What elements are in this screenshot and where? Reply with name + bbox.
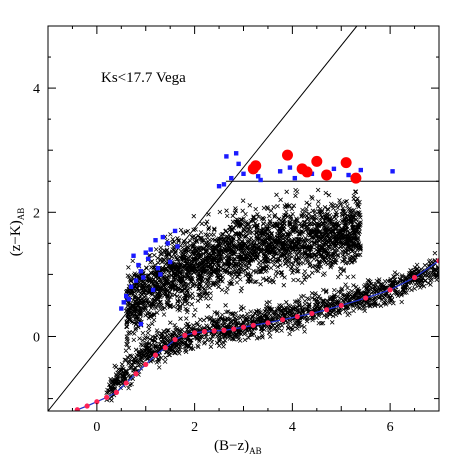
- outside-selection-point: [172, 228, 178, 234]
- model-track-point: [182, 332, 188, 338]
- field-layer: [104, 187, 439, 403]
- field-object-cloud: [104, 187, 439, 403]
- model-track-point: [133, 371, 139, 377]
- outside-selection-point: [216, 184, 222, 189]
- outside-selection-point: [136, 262, 141, 268]
- annotation-label: Ks<17.7 Vega: [101, 70, 186, 86]
- model-track-point: [201, 328, 207, 335]
- outside-selection-point: [160, 234, 166, 240]
- outside-selection-point: [255, 174, 261, 179]
- outside-selection-point: [221, 182, 227, 187]
- outside-selection-point: [141, 275, 146, 280]
- outside-selection-point: [133, 278, 139, 283]
- outside-selection-point: [150, 287, 156, 293]
- model-track-point: [294, 314, 300, 320]
- outside-selection-point: [236, 161, 241, 167]
- y-tick-label: 2: [33, 206, 40, 221]
- model-track: [74, 258, 439, 411]
- model-track-point: [323, 307, 330, 313]
- y-tick-label: 0: [33, 330, 40, 345]
- x-axis-label-main: (B−z): [214, 438, 249, 454]
- model-track-point: [113, 389, 120, 395]
- outside-selection-point: [292, 175, 298, 181]
- outside-selection-point: [390, 169, 395, 174]
- selected-point: [350, 172, 362, 184]
- outside-selection-point: [124, 293, 129, 299]
- outside-selection-point: [233, 151, 239, 156]
- model-track-point: [387, 287, 393, 293]
- outside-selection-point: [138, 321, 144, 327]
- x-tick-label: 4: [289, 420, 296, 435]
- model-track-point: [363, 295, 369, 301]
- outside-selection-point: [229, 175, 234, 181]
- outside-selection-point: [158, 272, 163, 277]
- selected-points: [247, 149, 362, 184]
- model-track-point: [162, 345, 168, 351]
- selection-diagonal-line: [48, 26, 358, 411]
- x-tick-label: 2: [191, 420, 198, 435]
- outside-selection-point: [167, 259, 173, 265]
- outside-selection-point: [331, 166, 337, 172]
- y-axis-label-sub: AB: [16, 208, 26, 221]
- model-track-point: [436, 258, 439, 264]
- outside-selection-point: [128, 284, 134, 290]
- outside-selection-point: [241, 171, 246, 176]
- selected-point: [321, 169, 333, 181]
- outside-selection-point: [224, 154, 229, 159]
- outside-selection-point: [153, 238, 158, 243]
- model-track-point: [143, 361, 149, 368]
- model-track-point: [338, 302, 344, 309]
- outside-selection-point: [145, 256, 151, 262]
- selected-point: [250, 160, 262, 172]
- model-track-point: [172, 336, 178, 343]
- outside-selection-point: [148, 247, 153, 252]
- outside-selection-point: [119, 306, 124, 311]
- model-track-point: [265, 320, 271, 326]
- outside-selection-point: [126, 297, 131, 302]
- outside-selection-point: [358, 167, 363, 173]
- model-track-point: [221, 327, 227, 333]
- axis-ticks: 0 2 4 6 0 2 4: [33, 25, 440, 435]
- outside-selection-point: [143, 250, 148, 255]
- outside-selection-points: [119, 151, 395, 327]
- y-axis-label: (z−K)AB: [8, 208, 26, 256]
- model-track-point: [250, 322, 256, 328]
- outside-selection-point: [287, 165, 293, 170]
- outside-selection-point: [121, 300, 126, 305]
- x-axis-label: (B−z)AB: [214, 438, 262, 456]
- model-track-point: [123, 380, 129, 386]
- model-track-point: [84, 403, 90, 409]
- selected-point: [281, 149, 293, 161]
- model-track-point: [94, 399, 100, 405]
- x-axis-label-sub: AB: [249, 446, 262, 456]
- model-track-point: [280, 317, 286, 323]
- model-track-point: [231, 326, 237, 332]
- y-axis-label-main: (z−K): [8, 220, 24, 256]
- model-track-point: [152, 352, 159, 358]
- outside-selection-point: [277, 169, 283, 174]
- selected-point: [301, 166, 313, 178]
- x-tick-label: 6: [387, 420, 394, 435]
- model-track-point: [211, 328, 217, 334]
- outside-selection-point: [175, 244, 180, 249]
- outside-selection-point: [165, 241, 170, 246]
- model-track-point: [192, 330, 198, 336]
- model-track-point: [240, 324, 247, 330]
- x-tick-label: 0: [93, 420, 100, 435]
- model-track-point: [104, 394, 110, 400]
- outside-selection-point: [138, 269, 144, 274]
- selected-point: [340, 157, 352, 169]
- outside-selection-point: [131, 253, 136, 258]
- model-track-point: [309, 310, 315, 317]
- selected-point: [311, 155, 323, 167]
- outside-selection-point: [346, 172, 351, 178]
- outside-selection-point: [258, 177, 263, 183]
- y-tick-label: 4: [33, 82, 40, 97]
- outside-selection-point: [155, 265, 161, 271]
- model-track-point: [411, 274, 418, 281]
- model-track-point: [74, 407, 80, 411]
